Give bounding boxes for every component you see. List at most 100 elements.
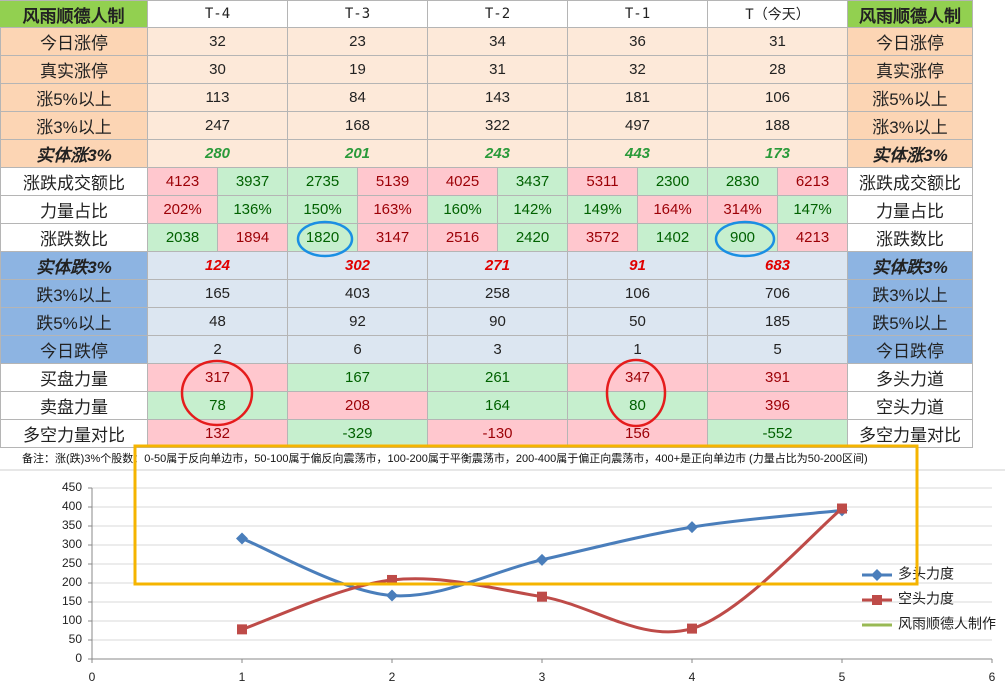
row-label: 实体跌3%	[848, 252, 973, 280]
table-cell: 3937	[218, 168, 288, 196]
table-cell: 208	[288, 392, 428, 420]
table-cell: 2735	[288, 168, 358, 196]
table-cell: 261	[428, 364, 568, 392]
row-label: 真实涨停	[848, 56, 973, 84]
legend-label: 空头力度	[898, 591, 954, 607]
table-cell: 396	[708, 392, 848, 420]
table-cell: 50	[568, 308, 708, 336]
table-cell: 31	[428, 56, 568, 84]
marker	[236, 532, 248, 545]
header-cell: 风雨顺德人制	[0, 0, 148, 28]
row-label: 今日跌停	[0, 336, 148, 364]
row-label: 卖盘力量	[0, 392, 148, 420]
y-tick-label: 300	[62, 537, 82, 551]
row-label: 跌3%以上	[848, 280, 973, 308]
red-circle	[605, 358, 667, 428]
marker	[687, 623, 697, 634]
table-cell: 4025	[428, 168, 498, 196]
row-label: 实体跌3%	[0, 252, 148, 280]
table-cell: 164%	[638, 196, 708, 224]
y-tick-label: 200	[62, 575, 82, 589]
row-label: 今日涨停	[848, 28, 973, 56]
x-tick-label: 2	[389, 670, 396, 684]
row-label: 涨5%以上	[848, 84, 973, 112]
table-cell: 28	[708, 56, 848, 84]
table-cell: 168	[288, 112, 428, 140]
y-tick-label: 250	[62, 556, 82, 570]
y-tick-label: 50	[69, 632, 83, 646]
legend-label: 风雨顺德人制作	[898, 616, 996, 632]
note: 备注：涨(跌)3%个股数：0-50属于反向单边市，50-100属于偏反向震荡市，…	[22, 453, 868, 465]
table-cell: 92	[288, 308, 428, 336]
table-cell: 2830	[708, 168, 778, 196]
legend-marker	[871, 569, 883, 581]
row-label: 涨5%以上	[0, 84, 148, 112]
row-label: 今日跌停	[848, 336, 973, 364]
table-cell: 30	[148, 56, 288, 84]
table-cell: 143	[428, 84, 568, 112]
table-cell: 165	[148, 280, 288, 308]
table-cell: 2516	[428, 224, 498, 252]
table-cell: 78	[148, 392, 288, 420]
table-cell: 181	[568, 84, 708, 112]
table-cell: 3147	[358, 224, 428, 252]
table-cell: -552	[708, 420, 848, 448]
table-cell: 32	[568, 56, 708, 84]
annotations	[133, 220, 919, 586]
table-cell: 391	[708, 364, 848, 392]
table-cell: 136%	[218, 196, 288, 224]
table-cell: 280	[148, 140, 288, 168]
table-cell: 2038	[148, 224, 218, 252]
table-cell: 113	[148, 84, 288, 112]
marker	[686, 521, 698, 534]
row-label: 今日涨停	[0, 28, 148, 56]
row-label: 涨3%以上	[0, 112, 148, 140]
table-cell: 185	[708, 308, 848, 336]
row-label: 力量占比	[848, 196, 973, 224]
table-cell: 497	[568, 112, 708, 140]
table-cell: 683	[708, 252, 848, 280]
header-cell: T（今天）	[708, 0, 848, 28]
table-cell: 80	[568, 392, 708, 420]
table-cell: 19	[288, 56, 428, 84]
table-cell: 4213	[778, 224, 848, 252]
table-cell: 202%	[148, 196, 218, 224]
y-tick-label: 400	[62, 499, 82, 513]
row-label: 涨跌成交额比	[848, 168, 973, 196]
table-cell: 167	[288, 364, 428, 392]
legend-label: 多头力度	[898, 566, 954, 582]
table-cell: 347	[568, 364, 708, 392]
table-cell: 163%	[358, 196, 428, 224]
y-tick-label: 150	[62, 594, 82, 608]
table-cell: 3572	[568, 224, 638, 252]
x-tick-label: 1	[239, 670, 246, 684]
row-label: 多空力量对比	[0, 420, 148, 448]
series-line	[241, 507, 843, 634]
table-cell: 201	[288, 140, 428, 168]
plot: 0 50 100 150 200 250 300 350 400 450 0 1 2 3 4 5 6 多头力度空头…	[62, 480, 996, 684]
row-label: 涨跌数比	[848, 224, 973, 252]
table-cell: 142%	[498, 196, 568, 224]
x-tick-label: 6	[989, 670, 996, 684]
table-cell: 106	[708, 84, 848, 112]
table-cell: 706	[708, 280, 848, 308]
table-cell: 243	[428, 140, 568, 168]
row-label: 跌3%以上	[0, 280, 148, 308]
y-tick-label: 450	[62, 480, 82, 494]
row-label: 多头力道	[848, 364, 973, 392]
row-label: 跌5%以上	[848, 308, 973, 336]
table-cell: 1894	[218, 224, 288, 252]
row-label: 空头力道	[848, 392, 973, 420]
table-cell: 31	[708, 28, 848, 56]
header-cell: T-2	[428, 0, 568, 28]
table-cell: 322	[428, 112, 568, 140]
table-cell: 403	[288, 280, 428, 308]
table-cell: 3	[428, 336, 568, 364]
table-cell: 147%	[778, 196, 848, 224]
table-cell: 271	[428, 252, 568, 280]
table-cell: 149%	[568, 196, 638, 224]
table-cell: 188	[708, 112, 848, 140]
marker	[837, 503, 847, 514]
